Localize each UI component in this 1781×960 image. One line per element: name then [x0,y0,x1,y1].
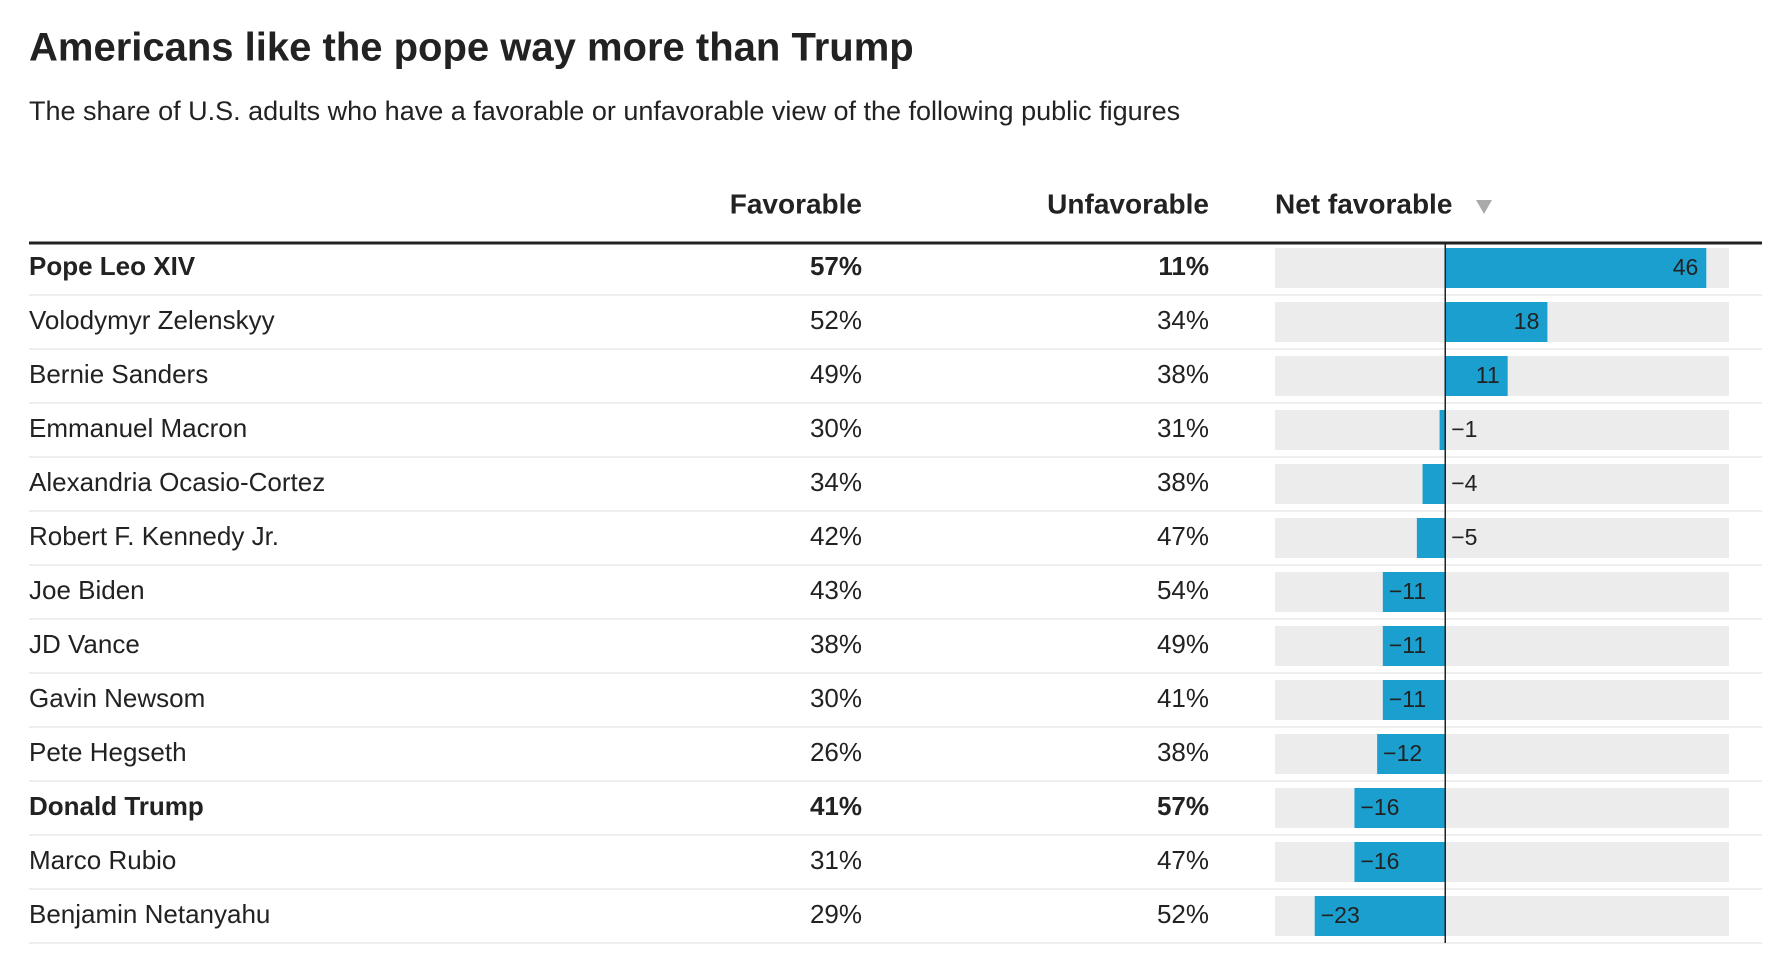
row-label: JD Vance [29,629,140,659]
favorable-value: 31% [810,845,862,875]
bar-label: −12 [1383,740,1422,766]
bar [1445,248,1707,288]
unfavorable-value: 47% [1157,521,1209,551]
row-label: Gavin Newsom [29,683,205,713]
bar-label: −1 [1451,416,1477,442]
favorable-value: 57% [810,251,862,281]
bar-background [1275,626,1729,666]
chart-subtitle: The share of U.S. adults who have a favo… [29,96,1180,126]
row-label: Marco Rubio [29,845,176,875]
bar [1445,302,1548,342]
row-label: Joe Biden [29,575,145,605]
bar [1314,896,1446,936]
unfavorable-value: 38% [1157,467,1209,497]
favorable-value: 49% [810,359,862,389]
row-label: Robert F. Kennedy Jr. [29,521,279,551]
bar [1382,680,1446,720]
bar-label: 11 [1476,362,1500,388]
favorable-value: 43% [810,575,862,605]
unfavorable-value: 49% [1157,629,1209,659]
bar [1422,464,1446,504]
unfavorable-value: 31% [1157,413,1209,443]
bar-label: −11 [1389,578,1426,604]
sort-indicator [1476,200,1492,214]
bar [1377,734,1446,774]
favorable-value: 30% [810,683,862,713]
bar-background [1275,572,1729,612]
bar [1382,572,1446,612]
bar-background [1275,464,1729,504]
column-header: Unfavorable [1047,188,1209,219]
bar-background [1275,518,1729,558]
unfavorable-value: 41% [1157,683,1209,713]
bar-label: −11 [1389,686,1426,712]
row-label: Bernie Sanders [29,359,208,389]
bar [1416,518,1446,558]
favorable-value: 29% [810,899,862,929]
unfavorable-value: 38% [1157,359,1209,389]
bar-label: −23 [1321,902,1360,928]
bar [1439,410,1446,450]
bar-background [1275,842,1729,882]
bar-background [1275,734,1729,774]
unfavorable-value: 54% [1157,575,1209,605]
bar-background [1275,680,1729,720]
row-label: Alexandria Ocasio-Cortez [29,467,325,497]
row-label: Volodymyr Zelenskyy [29,305,275,335]
bar-label: −16 [1360,794,1399,820]
bar-label: 18 [1514,308,1540,334]
bar [1354,788,1446,828]
bar-label: 46 [1673,254,1699,280]
favorable-value: 42% [810,521,862,551]
bar [1354,842,1446,882]
bar-label: −4 [1451,470,1477,496]
row-label: Donald Trump [29,791,204,821]
column-header: Net favorable [1275,188,1452,219]
unfavorable-value: 38% [1157,737,1209,767]
unfavorable-value: 11% [1158,251,1209,281]
favorable-value: 30% [810,413,862,443]
favorable-value: 26% [810,737,862,767]
unfavorable-value: 47% [1157,845,1209,875]
bar-background [1275,410,1729,450]
bar-label: −5 [1451,524,1477,550]
bar-label: −11 [1389,632,1426,658]
row-label: Pope Leo XIV [29,251,196,281]
favorable-value: 52% [810,305,862,335]
chart-title: Americans like the pope way more than Tr… [29,26,914,70]
unfavorable-value: 52% [1157,899,1209,929]
unfavorable-value: 57% [1157,791,1209,821]
bar [1382,626,1446,666]
bar [1445,356,1508,396]
row-label: Pete Hegseth [29,737,187,767]
favorable-value: 38% [810,629,862,659]
bar-label: −16 [1360,848,1399,874]
favorable-value: 34% [810,467,862,497]
favorable-value: 41% [810,791,862,821]
row-label: Benjamin Netanyahu [29,899,270,929]
row-label: Emmanuel Macron [29,413,247,443]
bar-background [1275,788,1729,828]
column-header: Favorable [730,188,862,219]
unfavorable-value: 34% [1157,305,1209,335]
